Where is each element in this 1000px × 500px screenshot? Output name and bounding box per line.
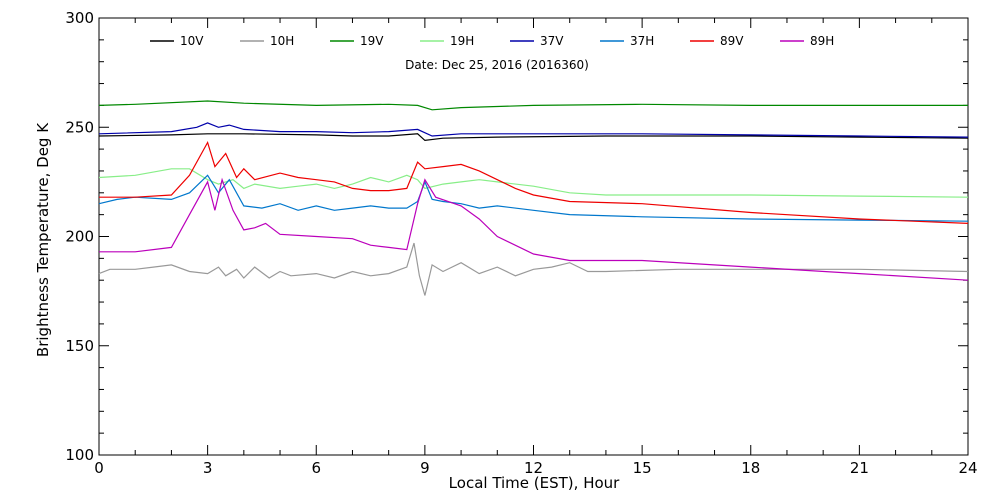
legend: 10V 10H 19V 19H 37V 37H 89V 89H [150,34,834,48]
legend-label-37h: 37H [630,34,654,48]
x-tick-label: 21 [850,459,869,477]
x-tick-label: 15 [633,459,652,477]
series-group [98,100,969,296]
x-tick-label: 6 [311,459,321,477]
series-line-37v [98,122,969,138]
legend-label-89h: 89H [810,34,834,48]
y-tick-label: 100 [65,446,94,464]
y-axis-title: Brightness Temperature, Deg K [34,122,52,357]
x-tick-label: 12 [524,459,543,477]
chart-subtitle: Date: Dec 25, 2016 (2016360) [405,58,589,72]
plot-frame [98,17,969,456]
legend-label-10v: 10V [180,34,204,48]
series-line-10v [98,133,969,142]
x-tick-label: 9 [420,459,430,477]
series-line-19h [98,168,969,198]
series-line-19v [98,100,968,111]
y-tick-label: 150 [65,337,94,355]
x-axis-title: Local Time (EST), Hour [449,474,620,492]
x-tick-label: 0 [94,459,104,477]
legend-label-10h: 10H [270,34,294,48]
x-tick-label: 24 [958,459,977,477]
y-tick-label: 200 [65,228,94,246]
x-tick-label: 3 [203,459,213,477]
legend-label-89v: 89V [720,34,744,48]
legend-label-19h: 19H [450,34,474,48]
axis-ticks: 0 3 6 9 12 15 18 21 24 100 150 200 250 300 [65,9,977,477]
legend-label-37v: 37V [540,34,564,48]
x-tick-label: 18 [741,459,760,477]
series-line-89h [99,177,969,281]
legend-label-19v: 19V [360,34,384,48]
series-line-10h [98,242,969,296]
y-tick-label: 250 [65,118,94,136]
series-line-37h [98,174,969,222]
y-tick-label: 300 [65,9,94,27]
series-line-89v [99,140,969,224]
